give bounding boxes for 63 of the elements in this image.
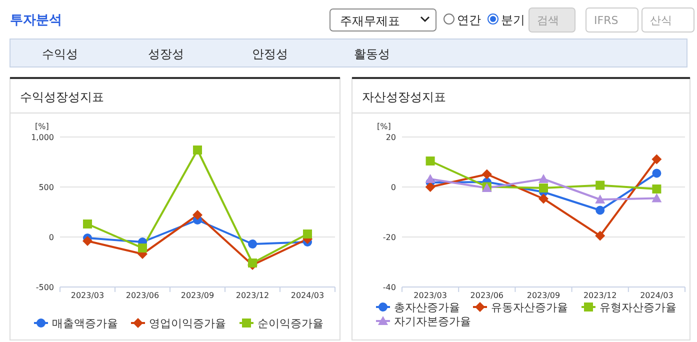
text: 연간 [457,13,481,27]
text: 성장성 [148,47,184,61]
y-tick-label: 0 [390,183,396,192]
point [248,258,257,268]
point [193,146,202,154]
point [596,206,605,215]
point [83,220,92,228]
point [596,180,605,190]
y-tick-label: -40 [382,283,396,292]
x-tick-label: 2023/12 [236,291,270,300]
y-tick-label: -500 [36,283,54,292]
y-tick-label: 20 [386,133,396,142]
x-tick-label: 2023/12 [583,291,617,300]
point [538,174,548,183]
point [652,168,662,178]
chart-title: 수익성장성지표 [20,90,104,104]
legend-label: 순이익증가율 [258,317,324,330]
point [652,193,662,202]
x-tick-label: 2023/06 [126,291,160,300]
text: 산식 [650,14,672,27]
point [652,184,662,194]
point [82,236,92,246]
point [425,182,436,192]
x-tick-label: 2024/03 [290,291,324,300]
legend-label: 영업이익증가율 [149,317,226,330]
text: 수익성 [42,47,78,61]
legend-label: 유동자산증가율 [491,301,568,314]
point [482,169,492,180]
legend-label: 자기자본증가율 [394,315,471,328]
x-tick-label: 2023/09 [526,291,560,300]
point [538,194,548,204]
text: IFRS [594,14,618,27]
point [595,230,606,241]
chart-title: 자산성장성지표 [362,90,446,104]
legend-label: 총자산증가율 [394,301,460,314]
point [539,184,548,192]
point [303,230,312,238]
point [426,156,435,166]
point [652,154,662,164]
y-tick-label: 500 [38,183,54,192]
point [138,244,147,252]
y-tick-label: -20 [382,233,396,242]
text: 분기 [501,13,525,27]
point [192,210,202,220]
y-tick-label: 0 [48,233,54,242]
point [425,174,436,183]
y-axis-title: [%] [35,122,49,131]
x-tick-label: 2023/03 [70,291,104,300]
text: 검색 [537,14,559,27]
x-tick-label: 2024/03 [640,291,674,300]
y-tick-label: 1,000 [31,133,54,142]
legend-label: 유형자산증가율 [600,301,676,314]
text: 투자분석 [10,13,62,28]
legend-label: 매출액증가율 [52,317,118,330]
point [595,194,606,204]
text: 주재무제표 [340,14,400,28]
x-tick-label: 2023/03 [414,291,447,300]
x-tick-label: 2023/06 [470,291,504,300]
x-tick-label: 2023/09 [180,291,214,300]
text: 안정성 [252,47,288,61]
text: 활동성 [354,47,390,61]
point [248,240,257,248]
y-axis-title: [%] [377,122,391,131]
